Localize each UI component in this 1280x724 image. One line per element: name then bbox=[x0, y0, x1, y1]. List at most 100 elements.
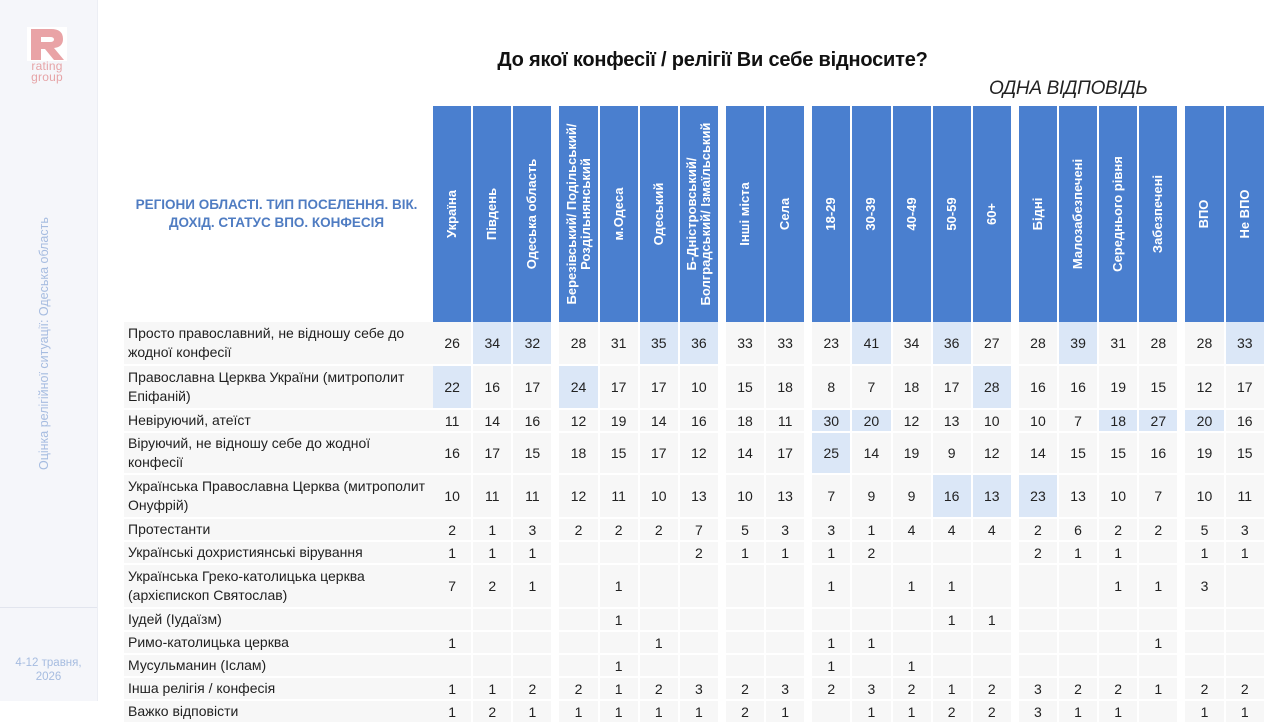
table-cell bbox=[892, 542, 933, 565]
table-cell: 18 bbox=[892, 366, 933, 410]
column-group-gap bbox=[719, 519, 726, 542]
column-group-gap bbox=[1179, 565, 1186, 609]
page-subtitle: ОДНА ВІДПОВІДЬ bbox=[989, 78, 1148, 99]
table-cell bbox=[1018, 609, 1060, 632]
row-label: Просто православний, не відношу себе до … bbox=[124, 322, 434, 366]
table-cell: 12 bbox=[972, 433, 1013, 475]
table-cell: 1 bbox=[1099, 701, 1140, 724]
row-label: Іудей (Іудаїзм) bbox=[124, 609, 434, 632]
table-cell: 1 bbox=[1099, 565, 1140, 609]
table-cell: 7 bbox=[433, 565, 474, 609]
table-cell: 14 bbox=[473, 410, 514, 433]
table-cell bbox=[639, 565, 680, 609]
column-group-gap bbox=[1012, 410, 1019, 433]
table-cell: 17 bbox=[639, 433, 680, 475]
table-cell: 1 bbox=[852, 519, 893, 542]
column-group-gap bbox=[719, 632, 726, 655]
column-group-gap bbox=[1012, 106, 1019, 322]
column-header: Одеський bbox=[639, 106, 680, 322]
table-cell: 7 bbox=[679, 519, 720, 542]
table-cell bbox=[679, 565, 720, 609]
table-cell bbox=[725, 632, 767, 655]
table-cell: 20 bbox=[852, 410, 893, 433]
table-cell: 2 bbox=[559, 678, 600, 701]
table-cell: 1 bbox=[599, 655, 640, 678]
column-group-gap bbox=[1012, 433, 1019, 475]
table-cell bbox=[679, 632, 720, 655]
table-cell: 3 bbox=[766, 678, 807, 701]
table-cell: 1 bbox=[513, 542, 554, 565]
table-cell bbox=[559, 609, 600, 632]
table-cell: 1 bbox=[1139, 632, 1180, 655]
table-cell bbox=[473, 632, 514, 655]
table-cell: 28 bbox=[1018, 322, 1060, 366]
table-cell bbox=[639, 542, 680, 565]
table-cell: 18 bbox=[1099, 410, 1140, 433]
table-row: Мусульманин (Іслам) 1 1 1 bbox=[124, 655, 1266, 678]
table-cell: 7 bbox=[1139, 475, 1180, 519]
table-cell: 2 bbox=[1059, 678, 1100, 701]
table-cell bbox=[892, 609, 933, 632]
table-cell: 2 bbox=[725, 678, 767, 701]
column-header-label: Малозабезпечені bbox=[1070, 158, 1086, 270]
table-cell: 13 bbox=[972, 475, 1013, 519]
column-header: м.Одеса bbox=[599, 106, 640, 322]
table-cell: 33 bbox=[1225, 322, 1266, 366]
table-cell: 1 bbox=[679, 701, 720, 724]
table-cell: 17 bbox=[639, 366, 680, 410]
table-cell: 16 bbox=[1018, 366, 1060, 410]
column-group-gap bbox=[1179, 678, 1186, 701]
table-cell: 15 bbox=[725, 366, 767, 410]
report-name-vertical: Оцінка релігійної ситуації: Одеська обла… bbox=[37, 217, 51, 470]
table-cell bbox=[513, 655, 554, 678]
table-cell bbox=[559, 655, 600, 678]
table-cell: 1 bbox=[599, 701, 640, 724]
column-group-gap bbox=[553, 632, 560, 655]
table-cell: 11 bbox=[433, 410, 474, 433]
column-header: Б-Дністровський/ Болградський/ Ізмаїльсь… bbox=[679, 106, 720, 322]
table-cell: 30 bbox=[812, 410, 853, 433]
column-group-gap bbox=[806, 678, 813, 701]
table-cell bbox=[725, 655, 767, 678]
column-header-label: Україна bbox=[444, 190, 460, 239]
table-cell: 15 bbox=[1059, 433, 1100, 475]
table-cell: 1 bbox=[812, 542, 853, 565]
table-cell: 28 bbox=[972, 366, 1013, 410]
table-cell: 10 bbox=[639, 475, 680, 519]
table-cell bbox=[559, 632, 600, 655]
table-cell: 2 bbox=[559, 519, 600, 542]
column-group-gap bbox=[719, 475, 726, 519]
table-cell: 22 bbox=[433, 366, 474, 410]
table-cell: 10 bbox=[679, 366, 720, 410]
table-cell bbox=[932, 632, 973, 655]
table-cell: 1 bbox=[725, 542, 767, 565]
table-cell: 13 bbox=[679, 475, 720, 519]
column-header: Малозабезпечені bbox=[1059, 106, 1100, 322]
table-cell bbox=[1018, 565, 1060, 609]
table-cell bbox=[559, 565, 600, 609]
column-header-label: Одеський bbox=[650, 182, 666, 246]
column-header-label: Середнього рівня bbox=[1110, 156, 1126, 272]
table-cell: 10 bbox=[1018, 410, 1060, 433]
table-cell: 1 bbox=[513, 701, 554, 724]
table-cell: 31 bbox=[599, 322, 640, 366]
table-cell bbox=[1018, 655, 1060, 678]
sidebar-divider bbox=[0, 607, 97, 608]
results-table-wrapper: РЕГІОНИ ОБЛАСТІ. ТИП ПОСЕЛЕННЯ. ВІК. ДОХ… bbox=[124, 106, 1266, 724]
table-cell: 19 bbox=[1099, 366, 1140, 410]
table-cell: 1 bbox=[812, 565, 853, 609]
column-group-gap bbox=[719, 565, 726, 609]
table-cell: 19 bbox=[892, 433, 933, 475]
table-cell bbox=[766, 565, 807, 609]
table-row: Невіруючий, атеїст 11 14 16 12 19 14 16 18 11 30 20… bbox=[124, 410, 1266, 433]
table-row: Іудей (Іудаїзм) 1 1 1 bbox=[124, 609, 1266, 632]
table-cell: 10 bbox=[725, 475, 767, 519]
table-cell: 1 bbox=[812, 655, 853, 678]
column-group-gap bbox=[1179, 609, 1186, 632]
table-cell: 35 bbox=[639, 322, 680, 366]
table-cell: 32 bbox=[513, 322, 554, 366]
table-cell: 15 bbox=[599, 433, 640, 475]
table-cell: 3 bbox=[1018, 701, 1060, 724]
logo-word-rating: rating bbox=[31, 59, 63, 73]
table-cell: 1 bbox=[599, 565, 640, 609]
